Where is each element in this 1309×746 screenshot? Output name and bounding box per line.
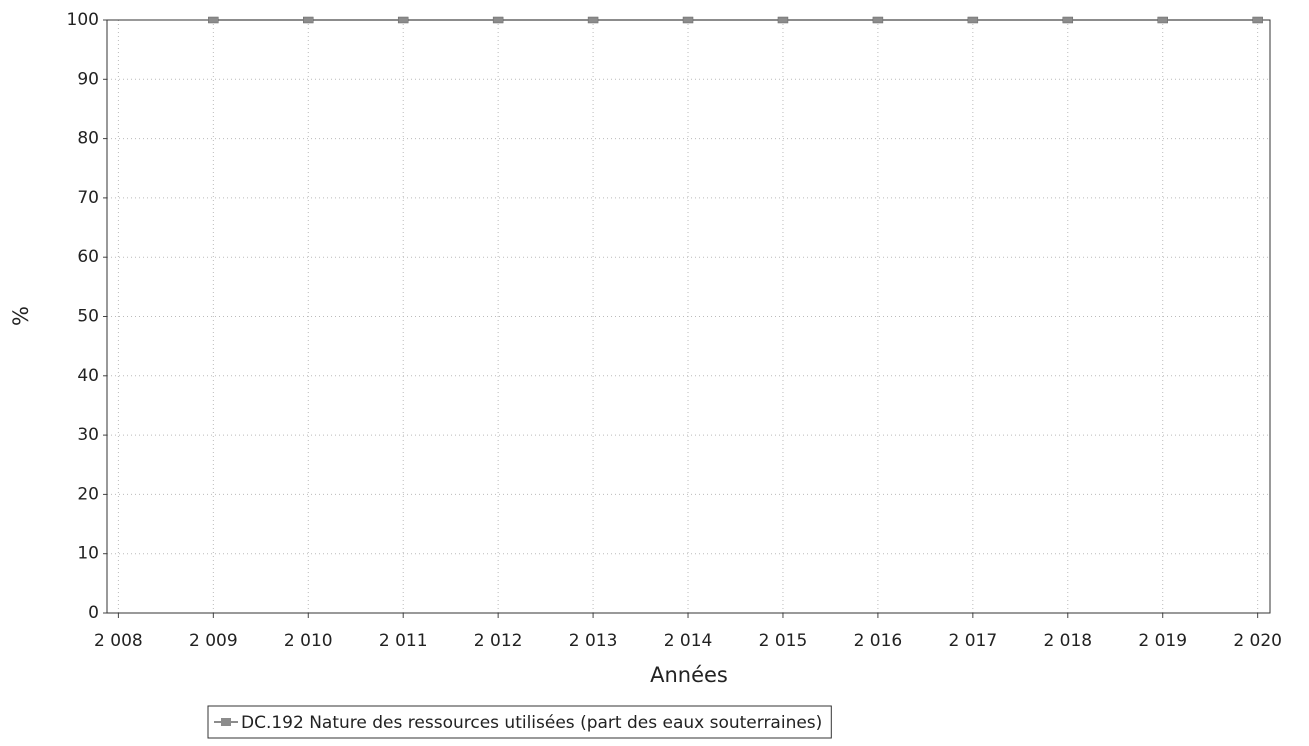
- point-marker: [587, 16, 599, 24]
- legend: DC.192 Nature des ressources utilisées (…: [207, 705, 832, 739]
- x-tick-label: 2 011: [379, 631, 428, 651]
- y-tick-label: 60: [77, 247, 99, 267]
- x-tick-label: 2 013: [569, 631, 618, 651]
- point-marker: [967, 16, 979, 24]
- point-marker: [208, 16, 219, 24]
- x-tick-label: 2 018: [1043, 631, 1092, 651]
- x-tick-label: 2 019: [1138, 631, 1187, 651]
- point-marker: [303, 16, 314, 24]
- x-tick-label: 2 014: [664, 631, 713, 651]
- y-tick-label: 100: [67, 10, 99, 30]
- point-marker: [1157, 16, 1168, 24]
- point-marker: [777, 16, 789, 24]
- point-marker: [492, 16, 504, 24]
- legend-box: [207, 705, 832, 739]
- x-tick-label: 2 015: [759, 631, 808, 651]
- y-tick-label: 10: [77, 544, 99, 564]
- y-tick-label: 40: [77, 366, 99, 386]
- y-tick-label: 80: [77, 129, 99, 149]
- y-tick-label: 50: [77, 307, 99, 327]
- y-tick-label: 20: [77, 484, 99, 504]
- point-marker: [397, 16, 409, 24]
- legend-label: DC.192 Nature des ressources utilisées (…: [241, 713, 822, 733]
- y-tick-label: 90: [77, 69, 99, 89]
- point-marker: [872, 16, 884, 24]
- y-tick-label: 0: [88, 603, 99, 623]
- x-tick-label: 2 012: [474, 631, 523, 651]
- x-tick-label: 2 009: [189, 631, 238, 651]
- point-marker: [1252, 16, 1263, 24]
- x-axis-title: Années: [650, 663, 728, 687]
- y-tick-label: 30: [77, 425, 99, 445]
- x-tick-label: 2 016: [854, 631, 903, 651]
- x-tick-label: 2 008: [94, 631, 143, 651]
- x-tick-label: 2 020: [1233, 631, 1282, 651]
- x-tick-label: 2 010: [284, 631, 333, 651]
- y-tick-label: 70: [77, 188, 99, 208]
- legend-marker: [221, 718, 231, 726]
- y-axis-title: %: [9, 306, 33, 326]
- point-marker: [682, 16, 694, 24]
- x-tick-label: 2 017: [949, 631, 998, 651]
- point-marker: [1062, 16, 1074, 24]
